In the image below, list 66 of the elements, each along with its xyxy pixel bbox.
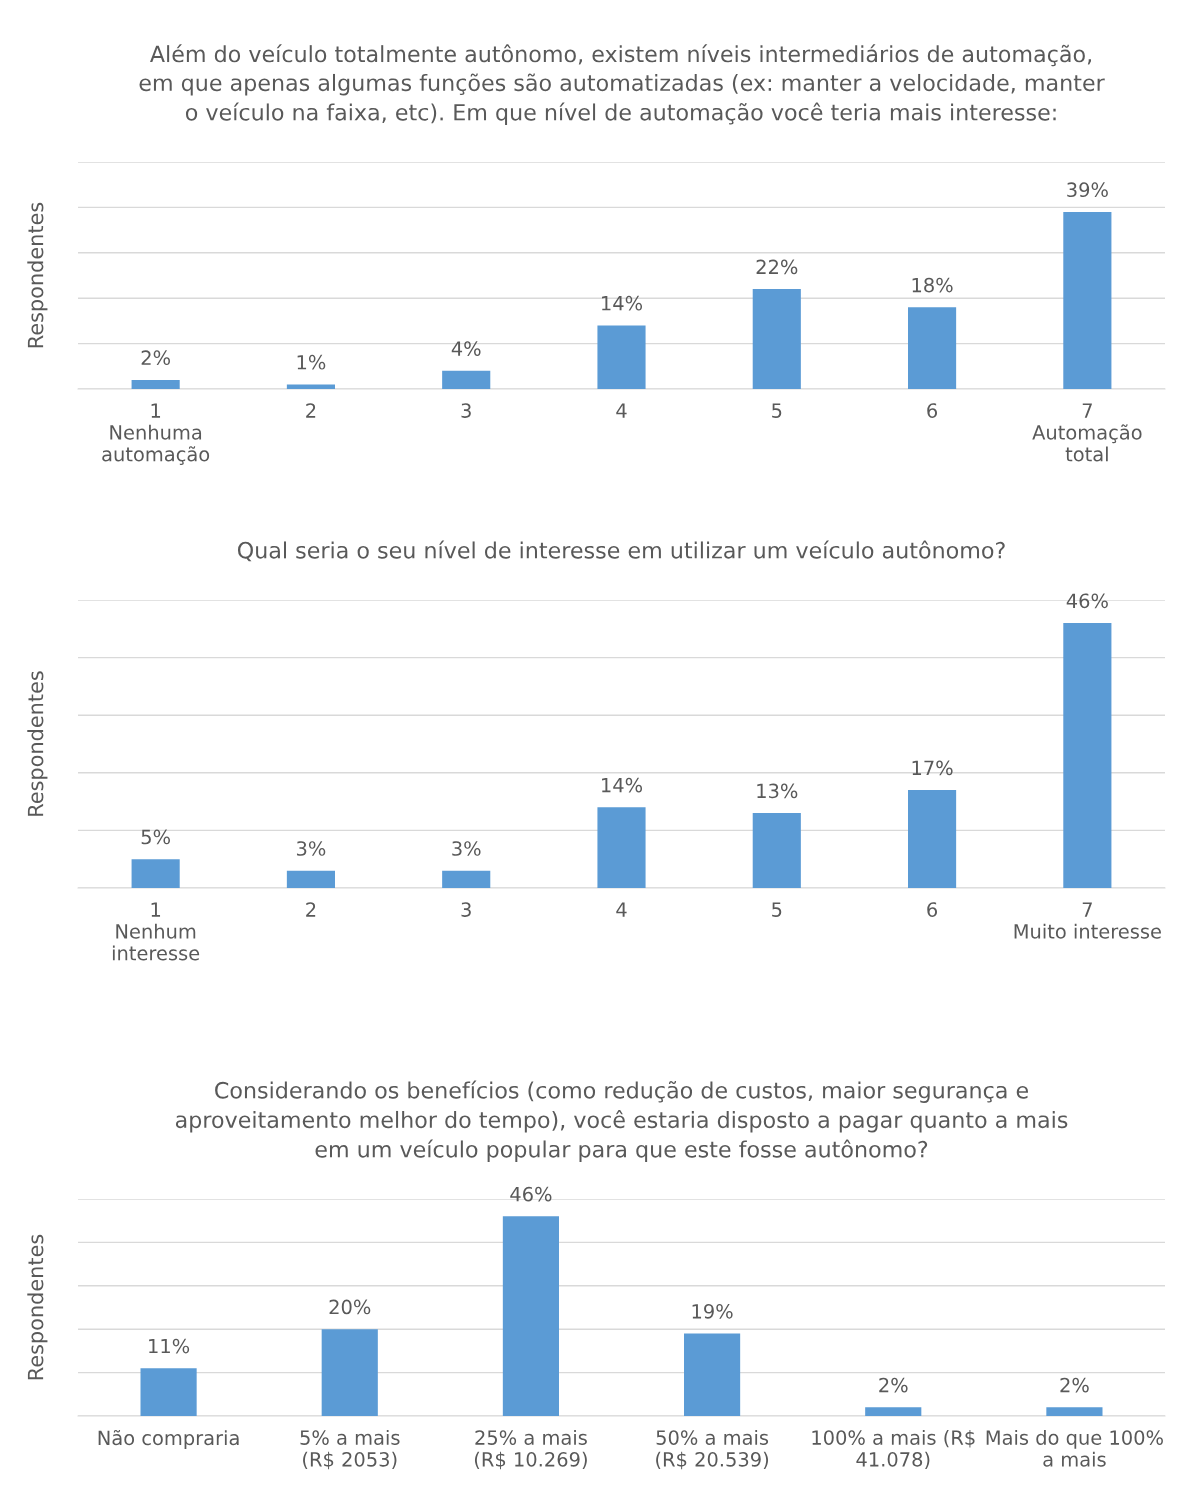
bar: [502, 1216, 559, 1416]
data-label: 3%: [296, 841, 326, 856]
bar: [442, 870, 491, 888]
data-label: 1%: [297, 354, 326, 370]
chart-title: Qual seria o seu nível de interesse em utilizar um veículo autônomo?: [237, 540, 1005, 562]
data-label: 39%: [1067, 182, 1108, 198]
y-axis-title: Respondentes: [27, 1234, 48, 1380]
x-tick-label: 5: [772, 403, 782, 418]
data-label: 17%: [912, 760, 953, 776]
bar: [908, 790, 957, 888]
data-label: 20%: [329, 1299, 371, 1315]
x-tick-label: 3: [461, 403, 471, 418]
x-tick-label: 5% a mais (R$ 2053): [300, 1429, 400, 1470]
chart-title: Além do veículo totalmente autônomo, existem níveis intermediários de automação, em que apenas algumas funções são automatizadas (ex: manter a velocidade, manter o veículo na faixa, etc). Em que nível de automação você teria mais interesse:: [139, 44, 1105, 125]
bar: [321, 1329, 378, 1416]
x-tick-label: 100% a mais (R$ 41.078): [812, 1429, 975, 1469]
x-tick-label: Não compraria: [98, 1429, 239, 1450]
data-label: 4%: [451, 341, 481, 356]
bar: [752, 289, 801, 389]
bar: [752, 813, 801, 888]
data-label: 2%: [879, 1377, 908, 1393]
x-tick-label: 50% a mais (R$ 20.539): [656, 1429, 769, 1470]
data-label: 5%: [141, 829, 170, 845]
bar: [131, 379, 180, 389]
bar: [684, 1333, 741, 1416]
y-axis-title: Respondentes: [27, 671, 48, 816]
x-tick-label: Mais do que 100% a mais: [986, 1429, 1163, 1467]
x-tick-label: 25% a mais (R$ 10.269): [474, 1429, 587, 1470]
bar: [1046, 1407, 1103, 1416]
data-label: 22%: [756, 259, 798, 275]
bar: [286, 384, 335, 389]
data-label: 46%: [510, 1186, 552, 1202]
data-label: 2%: [1060, 1377, 1089, 1393]
x-tick-label: 6: [927, 902, 938, 917]
bar: [597, 807, 646, 888]
x-tick-label: 7 Automação total: [1032, 403, 1142, 462]
data-label: 2%: [141, 350, 170, 366]
data-label: 46%: [1066, 593, 1108, 609]
x-tick-label: 7 Muito interesse: [1014, 902, 1161, 939]
data-label: 11%: [149, 1338, 190, 1354]
x-tick-label: 2: [306, 403, 316, 418]
x-tick-label: 5: [772, 902, 782, 917]
y-axis-title: Respondentes: [27, 202, 48, 348]
bar: [597, 325, 646, 389]
bar: [865, 1407, 922, 1416]
bar: [442, 370, 491, 389]
x-tick-label: 4: [616, 902, 627, 917]
x-tick-label: 6: [927, 403, 938, 418]
bar: [286, 870, 335, 888]
data-label: 18%: [912, 277, 953, 293]
x-tick-label: 1 Nenhuma automação: [102, 403, 210, 465]
data-label: 13%: [757, 783, 798, 799]
bar: [1063, 211, 1112, 389]
bar: [131, 859, 180, 888]
data-label: 19%: [692, 1303, 733, 1319]
data-label: 3%: [452, 841, 481, 856]
x-tick-label: 1 Nenhum interesse: [112, 902, 200, 961]
chart-title: Considerando os benefícios (como redução de custos, maior segurança e aproveitamento melhor do tempo), você estaria disposto a pagar quanto a mais em um veículo popular para que este fosse autônomo?: [175, 1080, 1068, 1162]
bar: [1063, 623, 1112, 888]
data-label: 14%: [602, 295, 643, 311]
bar: [908, 307, 957, 389]
x-tick-label: 4: [616, 403, 627, 418]
bar: [140, 1368, 197, 1416]
x-tick-label: 3: [461, 902, 471, 917]
x-tick-label: 2: [306, 902, 316, 917]
data-label: 14%: [602, 777, 643, 793]
